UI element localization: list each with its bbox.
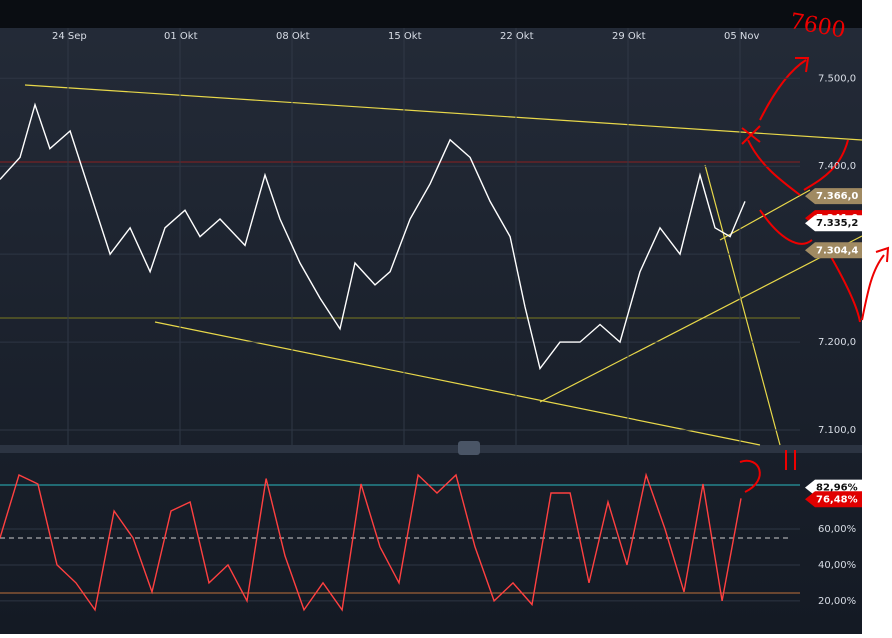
price-tag-label: 7.335,2	[816, 218, 858, 229]
y-tick-label: 20,00%	[818, 596, 856, 607]
y-tick-label: 60,00%	[818, 524, 856, 535]
price-tag-label: 82,96%	[816, 483, 858, 494]
y-tick-label: 7.200,0	[818, 337, 856, 348]
chart-bg	[0, 0, 862, 634]
x-tick-label: 08 Okt	[276, 31, 310, 42]
top-bar	[0, 0, 862, 28]
x-tick-label: 01 Okt	[164, 31, 198, 42]
x-tick-label: 22 Okt	[500, 31, 534, 42]
price-tag-label: 76,48%	[816, 494, 858, 505]
x-tick-label: 05 Nov	[724, 31, 760, 42]
price-tag-label: 7.366,0	[816, 191, 858, 202]
price-tag-label: 7.304,4	[816, 245, 858, 256]
panel-divider	[0, 445, 862, 453]
y-tick-label: 7.100,0	[818, 425, 856, 436]
series-line	[0, 102, 746, 371]
price-tag	[805, 491, 862, 508]
y-tick-label: 7.500,0	[818, 73, 856, 84]
x-tick-label: 29 Okt	[612, 31, 646, 42]
y-tick-label: 40,00%	[818, 560, 856, 571]
x-tick-label: 15 Okt	[388, 31, 422, 42]
series-line	[0, 472, 742, 612]
hand-drawings	[739, 57, 890, 493]
price-tag	[805, 242, 862, 259]
x-tick-label: 24 Sep	[52, 31, 87, 42]
y-tick-label: 7.400,0	[818, 161, 856, 172]
price-tag	[805, 188, 862, 205]
price-tag	[805, 215, 862, 232]
resize-handle[interactable]	[458, 441, 480, 455]
